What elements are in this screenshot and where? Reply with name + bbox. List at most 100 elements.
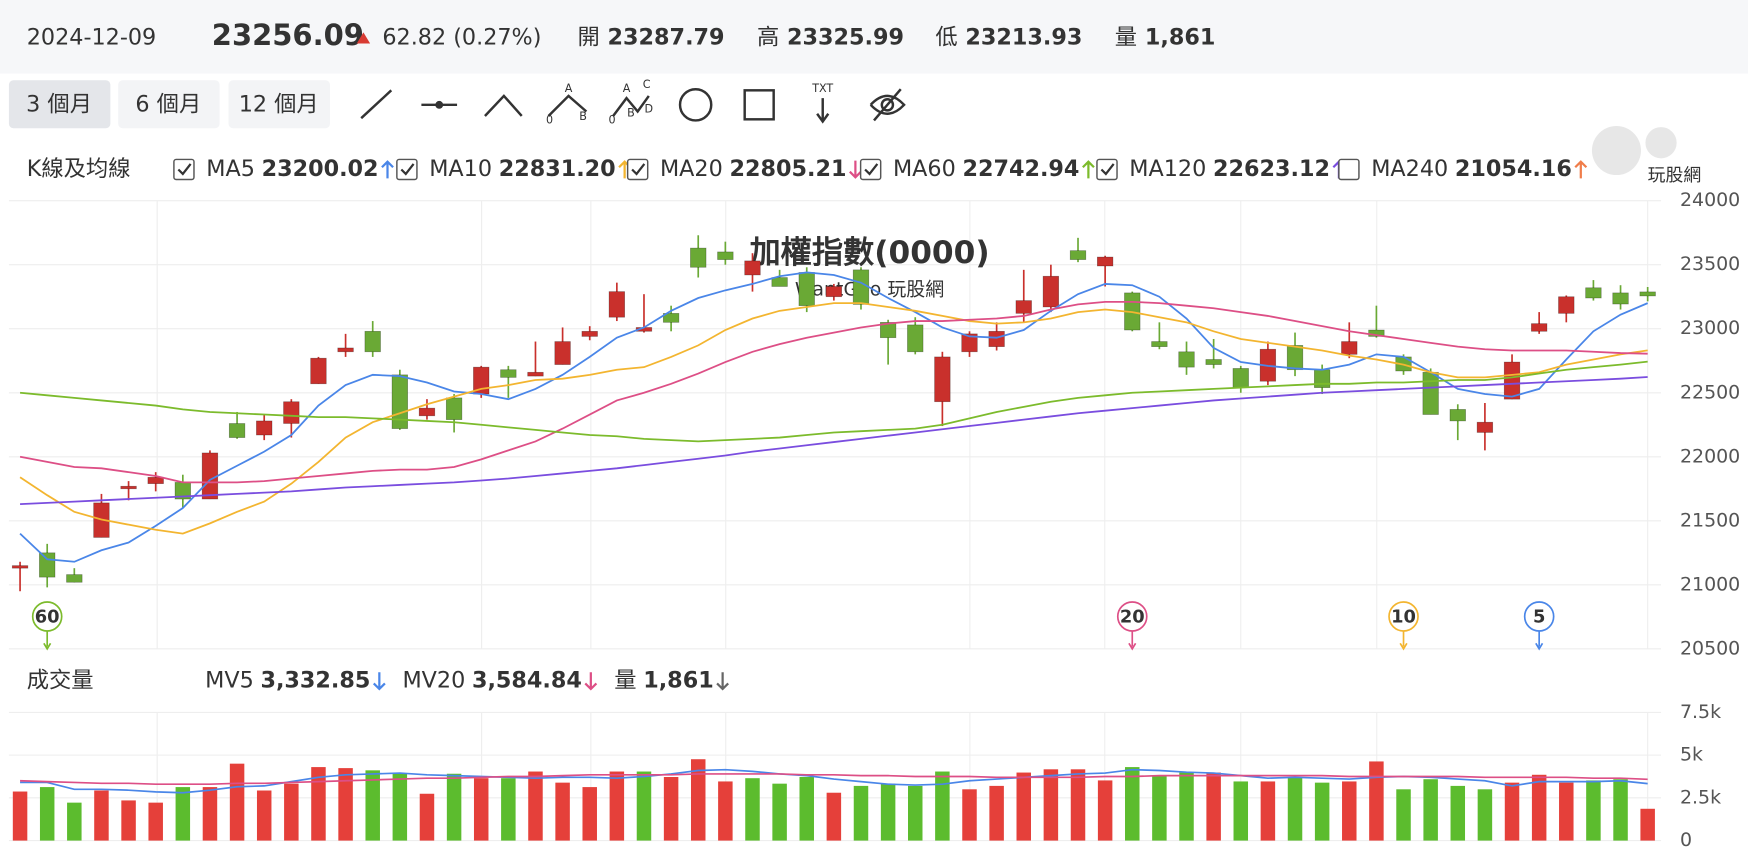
candle-body — [852, 269, 870, 305]
legend-value: 1,861 — [643, 668, 713, 694]
range-button[interactable] — [228, 80, 330, 129]
field-label: 量 — [1115, 24, 1137, 50]
volume-bar — [609, 771, 625, 841]
legend-value: 22831.20 — [499, 156, 616, 182]
volume-bar — [690, 759, 706, 841]
candle-body — [1178, 351, 1195, 368]
volume-bar — [1423, 779, 1438, 841]
checkbox[interactable] — [173, 158, 195, 181]
legend-name: MA10 — [429, 156, 492, 182]
volume-bar — [582, 787, 597, 841]
candle-body — [39, 552, 56, 578]
checkmark — [400, 163, 415, 176]
chart-title: 加權指數(0000) — [749, 235, 989, 271]
candle-body — [771, 277, 788, 287]
trend-arrow — [849, 160, 862, 179]
tool-circle[interactable] — [678, 87, 713, 122]
candle-body — [961, 333, 978, 353]
candle-body — [907, 324, 924, 353]
tool-angle[interactable] — [484, 94, 523, 117]
range-button[interactable] — [8, 80, 111, 129]
checkbox[interactable] — [859, 158, 882, 181]
ma-line — [19, 300, 1648, 484]
volume-bar — [1477, 789, 1493, 841]
field-value: 23213.93 — [965, 24, 1082, 50]
legend-value: 22742.94 — [962, 156, 1079, 182]
range-label: 6 個月 — [135, 91, 201, 117]
legend-name: MA60 — [893, 156, 956, 182]
volume-bar — [1369, 761, 1384, 841]
candle-body — [581, 330, 598, 337]
candle-body — [934, 356, 951, 403]
tool-hide[interactable] — [869, 88, 906, 122]
tool-rect[interactable] — [743, 89, 775, 121]
tool-text[interactable] — [816, 98, 830, 124]
candle-body — [554, 341, 571, 365]
y-tick-label: 23500 — [1680, 253, 1740, 275]
change: 62.82 (0.27%) — [382, 24, 541, 50]
checkmark — [177, 163, 192, 176]
volume-bar — [636, 771, 652, 841]
legend-value: 3,584.84 — [472, 668, 582, 694]
volume-bar — [1314, 782, 1330, 841]
volume-bar — [1396, 789, 1411, 841]
candle-body — [527, 371, 544, 377]
candle-body — [879, 322, 897, 339]
volume-bar — [1070, 769, 1086, 841]
legend-name: MV5 — [205, 668, 254, 694]
volume-bar — [175, 787, 191, 841]
ma-line — [20, 376, 1648, 506]
legend-value: 22805.21 — [729, 156, 846, 182]
marker-label: 5 — [1533, 607, 1545, 628]
volume-bar — [1043, 769, 1059, 841]
candle-body — [418, 407, 436, 417]
tool-hline[interactable] — [421, 100, 458, 109]
candle-body — [1612, 292, 1629, 305]
volume-bar — [962, 789, 977, 841]
tools — [360, 87, 906, 124]
legend-name: MA20 — [660, 156, 723, 182]
y-tick-label: 2.5k — [1680, 786, 1721, 808]
volume-bar — [1016, 772, 1032, 841]
candle-body — [11, 565, 29, 569]
volume-bar — [1531, 774, 1547, 841]
tool-line[interactable] — [360, 89, 393, 120]
y-tick-label: 22000 — [1680, 445, 1740, 467]
field-label: 開 — [577, 24, 599, 50]
candle-body — [337, 347, 354, 353]
y-tick-label: 5k — [1680, 744, 1703, 766]
tool-abcd[interactable] — [612, 95, 650, 117]
checkbox[interactable] — [1096, 158, 1118, 181]
tool-glyph: A — [565, 82, 573, 95]
volume-bar — [935, 771, 950, 841]
volume-bar — [745, 778, 760, 841]
field-label: 低 — [935, 24, 957, 50]
candle-body — [500, 369, 517, 378]
volume-bar — [365, 770, 380, 841]
candle-body — [1232, 368, 1249, 388]
checkbox[interactable] — [1338, 158, 1360, 181]
candle-body — [717, 251, 734, 260]
candle-body — [1096, 256, 1114, 267]
range-label: 12 個月 — [239, 91, 319, 117]
volume-bar — [1342, 781, 1357, 841]
candle-body — [1069, 250, 1087, 260]
volume-bar — [772, 783, 787, 841]
tool-glyph: B — [627, 107, 635, 120]
field-value: 23325.99 — [787, 24, 904, 50]
ma-line — [19, 271, 1649, 563]
volume-bar — [718, 781, 733, 841]
tool-abc[interactable] — [547, 94, 588, 117]
volume-bar — [148, 802, 163, 841]
checkbox[interactable] — [396, 158, 418, 181]
volume-bar — [1287, 777, 1303, 841]
volume-bar — [392, 773, 408, 841]
trend-arrow — [584, 672, 598, 691]
marker-stem — [43, 631, 52, 651]
checkbox[interactable] — [626, 158, 649, 181]
volume-bar — [229, 763, 245, 841]
range-button[interactable] — [118, 80, 220, 129]
marker — [1116, 601, 1148, 632]
y-tick-label: 7.5k — [1680, 701, 1721, 723]
